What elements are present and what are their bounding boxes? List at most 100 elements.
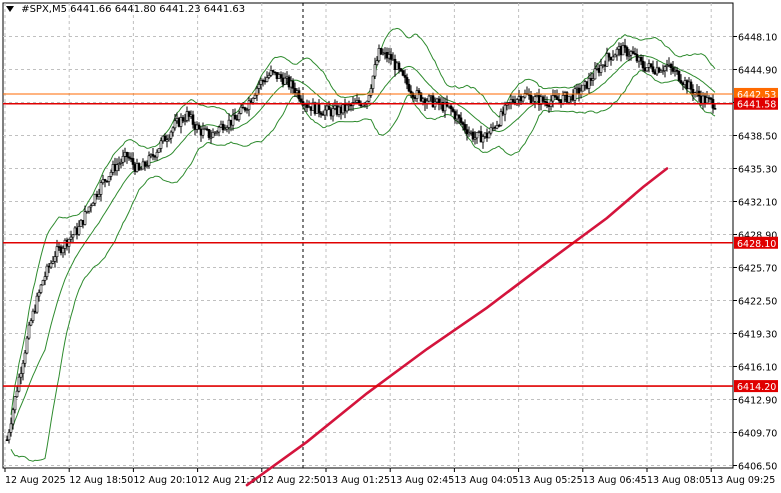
candle-body [145,165,149,167]
candle-body [419,92,423,102]
candle-body [317,102,321,114]
candle-body [75,227,79,235]
level-price-tag [734,97,778,110]
candle-body [689,81,693,90]
candle-body [53,256,57,262]
candle-body [399,68,403,71]
candle-body [15,390,19,397]
candle-body [119,161,123,164]
level-price-tag [734,236,778,249]
candle-body [449,105,453,110]
candle-body [83,211,87,225]
candle-body [101,179,105,183]
candle-body [657,67,661,73]
candle-body [665,65,669,67]
candle-body [87,206,91,212]
candle-body [237,113,241,120]
candle-body [661,70,665,72]
candle-body [159,140,163,149]
candle-body [7,432,11,441]
candle-body [615,48,619,56]
candle-body [29,320,33,326]
candle-body [555,96,559,100]
candle-body [11,409,15,425]
candle-body [163,135,167,142]
candle-body [19,373,23,378]
candle-body [331,108,335,117]
candle-body [205,128,209,131]
candle-body [21,362,25,374]
candle-body [31,310,35,321]
candle-body [43,276,47,281]
candle-body [243,107,247,111]
candle-body [199,128,203,136]
candle-body [481,136,485,143]
candle-body [77,226,81,235]
candle-body [247,100,251,110]
y-tick-label: 6448.10 [738,33,777,44]
candle-body [45,265,49,277]
candle-body [241,106,245,109]
candle-body [605,53,609,67]
candle-body [183,120,187,122]
candle-body [27,324,31,339]
candle-body [375,60,379,65]
candle-body [195,124,199,130]
candle-body [465,129,469,135]
candle-body [521,96,525,102]
candle-body [403,75,407,78]
y-tick-label: 6406.50 [738,462,777,473]
candle-body [631,51,635,54]
level-price-label: 6414.20 [737,382,776,393]
candle-body [79,219,83,227]
candle-body [125,151,129,158]
x-tick-label: 13 Aug 06:45 [583,475,647,486]
candle-body [201,128,205,136]
candle-body [621,45,625,56]
y-tick-label: 6419.30 [738,330,777,341]
candle-body [259,79,263,85]
candle-body [143,161,147,167]
candle-body [461,122,465,125]
candle-body [169,131,173,139]
candle-body [149,154,153,157]
candle-body [523,93,527,98]
candle-body [487,132,491,139]
candle-body [495,125,499,129]
candle-body [51,261,55,264]
candle-body [499,111,503,126]
candle-body [607,53,611,58]
x-tick-label: 13 Aug 05:25 [519,475,583,486]
candle-body [139,168,143,171]
bollinger-lower-line [10,69,716,462]
candle-body [463,124,467,130]
candle-body [161,135,165,142]
candle-body [137,163,141,170]
candle-body [117,163,121,166]
candle-body [9,423,13,433]
candle-body [225,127,229,130]
y-tick-label: 6428.90 [738,231,777,242]
candle-body [39,284,43,293]
candle-body [305,104,309,108]
candle-body [151,154,155,157]
candle-body [271,70,275,73]
candle-body [171,127,175,133]
candle-body [239,106,243,114]
candle-body [235,118,239,121]
candle-body [155,151,159,158]
candle-body [299,98,303,102]
candle-body [131,158,135,165]
x-tick-label: 13 Aug 02:45 [390,475,454,486]
y-tick-label: 6425.70 [738,264,777,275]
candle-body [367,95,371,102]
candle-body [153,155,157,158]
candle-body [401,70,405,76]
y-tick-label: 6432.10 [738,198,777,209]
moving-average-line [245,167,669,487]
candle-body [133,164,137,172]
candle-body [121,156,125,163]
candle-body [103,179,107,182]
candle-body [187,111,191,117]
